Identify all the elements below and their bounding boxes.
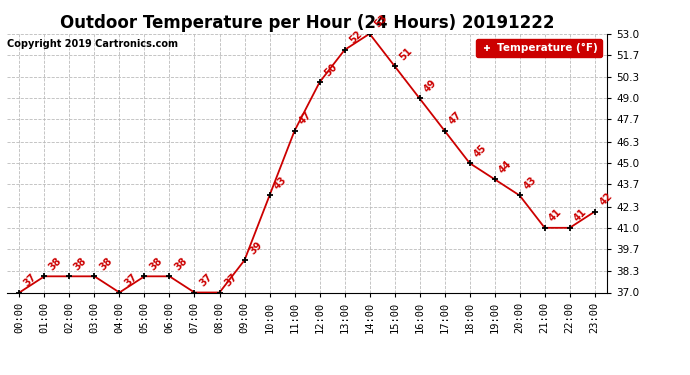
Text: 38: 38 xyxy=(147,255,164,272)
Text: 43: 43 xyxy=(522,175,539,191)
Text: Copyright 2019 Cartronics.com: Copyright 2019 Cartronics.com xyxy=(7,39,178,50)
Legend: Temperature (°F): Temperature (°F) xyxy=(476,39,602,57)
Text: 38: 38 xyxy=(172,255,189,272)
Text: 44: 44 xyxy=(497,159,514,175)
Text: 53: 53 xyxy=(373,13,389,30)
Text: 42: 42 xyxy=(598,191,614,207)
Text: 41: 41 xyxy=(573,207,589,224)
Text: 38: 38 xyxy=(97,255,114,272)
Text: 37: 37 xyxy=(222,272,239,288)
Text: 47: 47 xyxy=(447,110,464,127)
Text: 51: 51 xyxy=(397,45,414,62)
Text: 50: 50 xyxy=(322,62,339,78)
Text: 43: 43 xyxy=(273,175,289,191)
Text: 45: 45 xyxy=(473,142,489,159)
Text: 39: 39 xyxy=(247,239,264,256)
Text: 49: 49 xyxy=(422,78,439,94)
Text: 38: 38 xyxy=(72,255,89,272)
Text: 52: 52 xyxy=(347,29,364,46)
Text: 37: 37 xyxy=(22,272,39,288)
Text: 38: 38 xyxy=(47,255,64,272)
Title: Outdoor Temperature per Hour (24 Hours) 20191222: Outdoor Temperature per Hour (24 Hours) … xyxy=(60,14,554,32)
Text: 37: 37 xyxy=(122,272,139,288)
Text: 41: 41 xyxy=(547,207,564,224)
Text: 47: 47 xyxy=(297,110,314,127)
Text: 37: 37 xyxy=(197,272,214,288)
